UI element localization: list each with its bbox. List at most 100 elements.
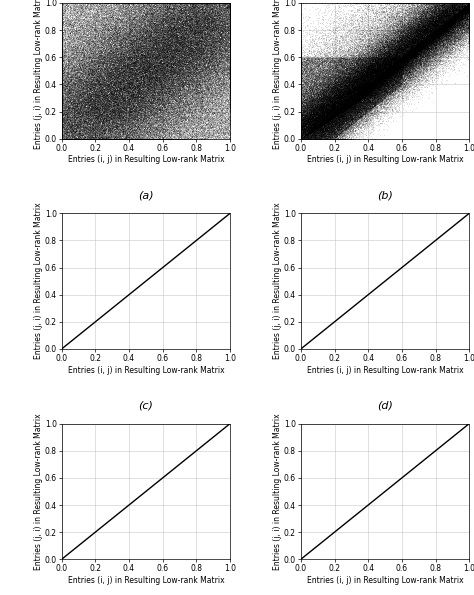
Point [226,87,234,96]
Point [120,134,128,143]
Point [109,86,116,96]
Point [152,84,160,93]
Point [311,106,319,115]
Point [430,0,438,8]
Point [409,57,417,67]
Point [177,4,184,14]
Point [143,90,150,99]
Point [465,13,473,23]
Point [378,88,386,98]
Point [386,12,393,21]
Point [188,46,195,55]
Point [384,64,392,73]
Point [226,0,234,8]
Point [67,113,74,123]
Point [347,84,355,94]
Point [214,62,221,71]
Point [442,19,449,29]
Point [97,95,104,104]
Point [226,48,234,57]
Point [393,49,401,59]
Point [395,61,402,71]
Point [130,83,137,92]
Point [101,92,109,101]
Point [377,71,384,81]
Point [308,55,315,64]
Point [91,95,99,104]
Point [407,49,415,59]
Point [337,123,345,132]
Point [192,64,200,73]
Point [424,21,432,31]
Point [61,70,68,80]
Point [450,23,458,32]
Point [460,3,468,12]
Point [366,77,374,86]
Point [173,70,180,79]
Point [465,0,473,8]
Point [410,40,418,50]
Point [332,108,339,118]
Point [321,98,328,107]
Point [398,45,405,54]
Point [334,82,342,92]
Point [355,93,362,103]
Point [352,84,359,94]
Point [121,76,128,85]
Point [385,67,393,76]
Point [156,92,164,101]
Point [221,62,228,71]
Point [399,68,407,78]
Point [87,68,95,77]
Point [78,134,86,143]
Point [370,57,377,67]
Point [173,30,181,40]
Point [220,46,228,56]
Point [362,68,370,77]
Point [353,90,360,100]
Point [213,41,221,51]
Point [314,118,321,128]
Point [465,3,473,12]
Point [346,102,354,111]
Point [465,12,473,21]
Point [67,98,75,107]
Point [320,116,328,126]
Point [134,75,141,84]
Point [396,38,404,48]
Point [438,19,446,29]
Point [204,64,212,73]
Point [401,18,408,27]
Point [128,105,135,114]
Point [360,74,367,84]
Point [350,100,358,109]
Point [303,53,310,62]
Point [400,52,407,62]
Point [320,96,328,105]
Point [307,94,315,104]
Point [336,81,343,90]
Point [199,20,206,30]
Point [121,117,129,127]
Point [397,57,404,67]
Point [75,6,82,15]
Point [226,26,234,35]
Point [184,14,192,23]
Point [183,0,191,8]
Point [91,26,99,36]
Point [135,20,142,30]
Point [118,82,126,92]
Point [116,84,124,94]
Point [213,41,221,51]
Point [390,71,398,80]
Point [162,48,169,57]
Point [397,74,405,83]
Point [58,134,65,143]
Point [76,93,84,102]
Point [195,53,202,62]
Point [223,64,231,73]
Point [118,53,126,62]
Point [58,95,65,105]
Point [327,77,334,87]
Point [324,122,332,131]
